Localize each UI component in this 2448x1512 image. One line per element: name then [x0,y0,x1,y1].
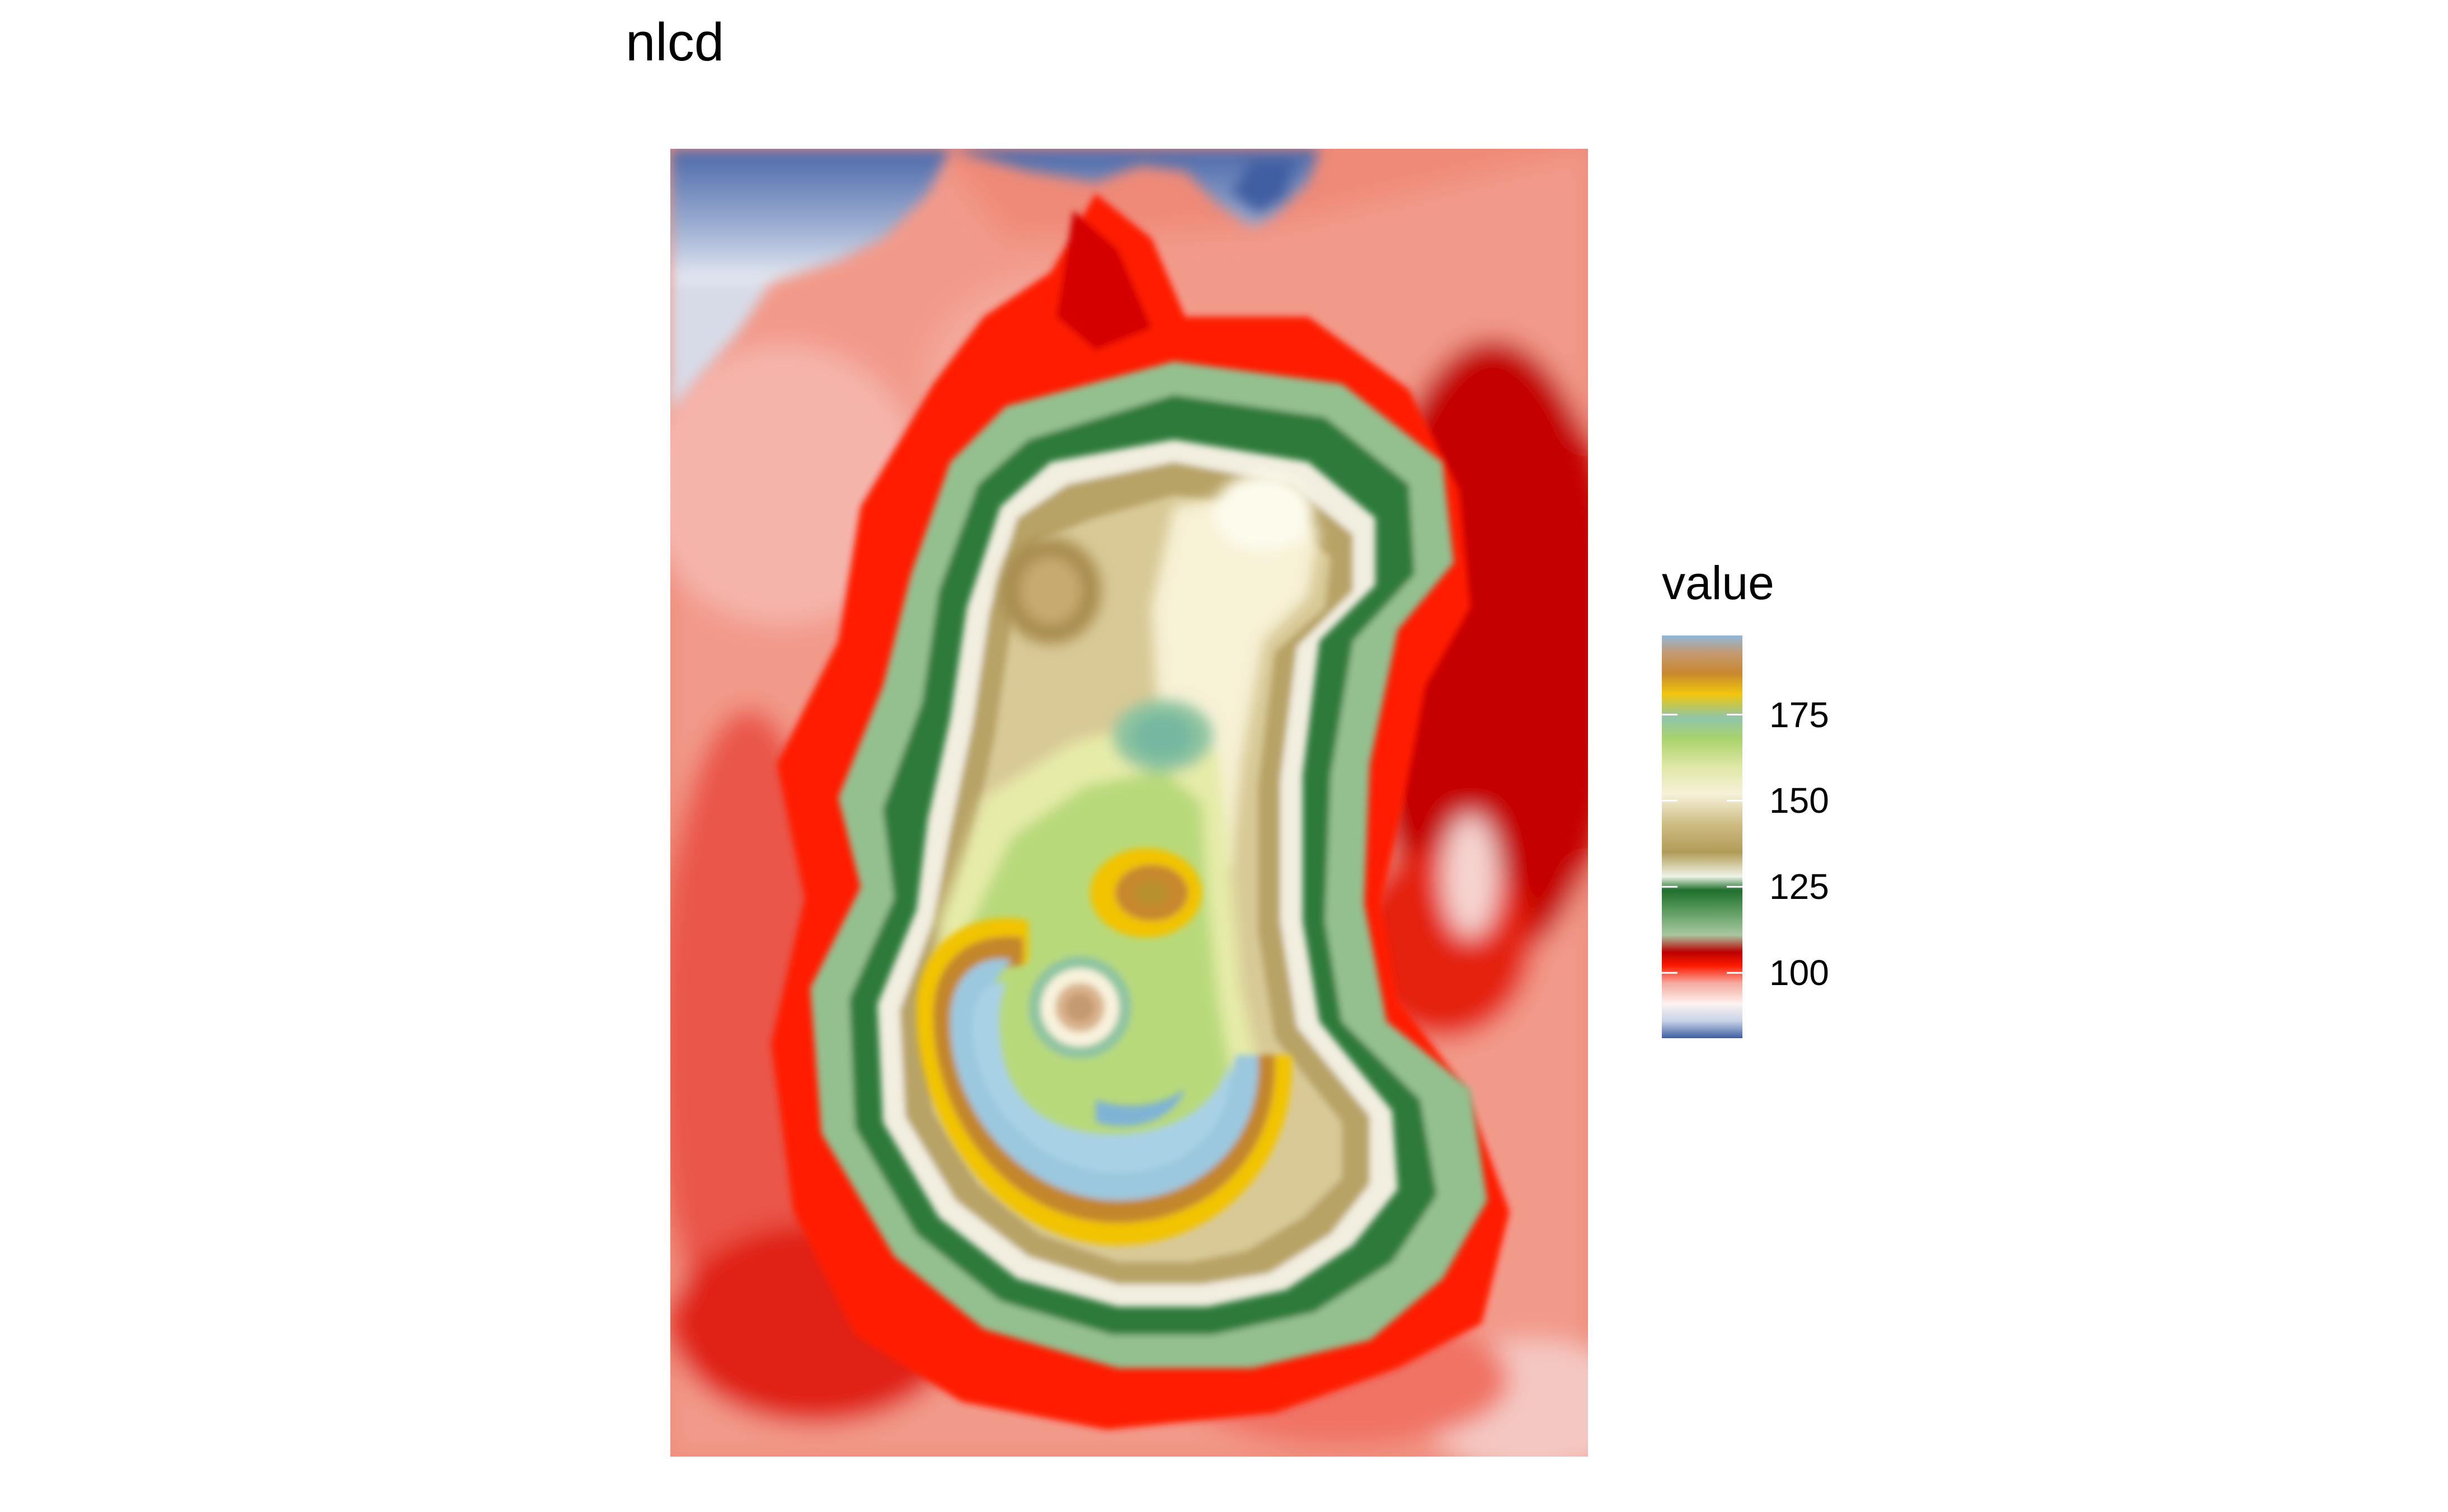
legend-tick-label: 175 [1769,694,1829,735]
legend-title: value [1662,557,1774,609]
legend-ticks [1662,714,1742,974]
heatmap-small-lobe [1090,848,1202,938]
heatmap-top-blue [670,149,1319,412]
legend-gradient-rect [1662,635,1742,1038]
legend-tick-label: 150 [1769,780,1829,821]
legend-colorbar [1662,635,1742,1038]
heatmap-raster [670,149,1588,1457]
chart-title: nlcd [626,12,725,72]
legend-tick-label: 100 [1769,953,1829,993]
heatmap-crescent [917,918,1292,1245]
legend-colorbar-svg [1662,635,1742,1038]
heatmap-center-target [1013,940,1147,1075]
color-legend: value 175 150 125 100 [1662,559,1897,1063]
heatmap-panel [670,149,1588,1457]
legend-tick-label: 125 [1769,866,1829,907]
